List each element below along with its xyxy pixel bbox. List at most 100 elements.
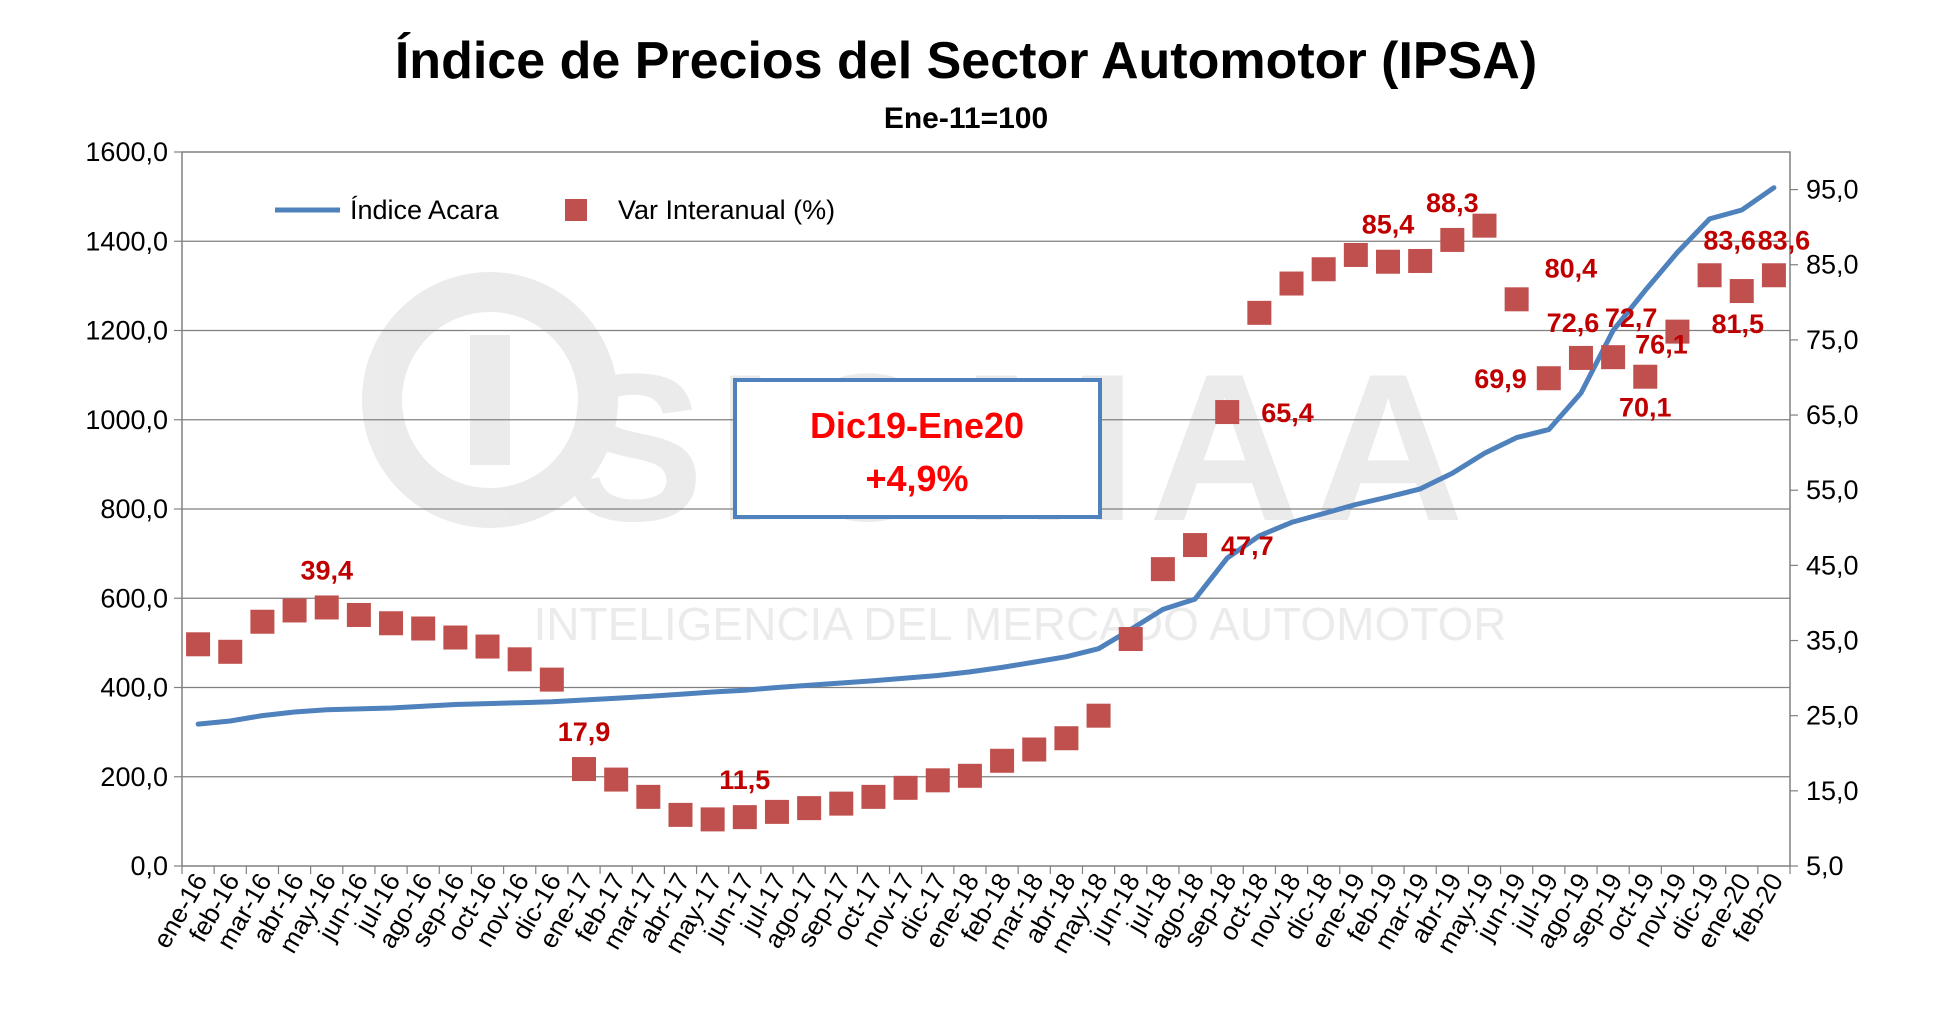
watermark-tagline: INTELIGENCIA DEL MERCADO AUTOMOTOR — [534, 598, 1507, 650]
var-interanual-marker — [1472, 213, 1497, 238]
var-interanual-marker — [1376, 249, 1400, 274]
var-interanual-marker — [1118, 627, 1143, 652]
right-tick-label: 5,0 — [1806, 851, 1844, 881]
data-label: 72,7 — [1605, 303, 1658, 333]
legend-item-var-interanual: Var Interanual (%) — [618, 195, 835, 225]
var-interanual-marker — [539, 667, 564, 692]
var-interanual-marker — [604, 767, 629, 792]
var-interanual-marker — [957, 763, 982, 788]
data-label: 65,4 — [1261, 398, 1314, 428]
data-label: 69,9 — [1474, 364, 1527, 394]
var-interanual-marker — [1536, 366, 1561, 391]
var-interanual-marker — [379, 611, 404, 636]
var-interanual-marker — [700, 807, 725, 832]
var-interanual-marker — [443, 625, 468, 650]
legend: Índice Acara Var Interanual (%) — [275, 195, 835, 225]
data-label: 83,6 — [1703, 225, 1756, 255]
var-interanual-marker — [1311, 257, 1336, 282]
right-tick-label: 35,0 — [1806, 626, 1859, 656]
var-interanual-marker — [1183, 533, 1208, 558]
var-interanual-marker — [1279, 271, 1304, 296]
left-tick-label: 200,0 — [100, 762, 168, 792]
var-interanual-marker — [1665, 319, 1690, 344]
data-labels: 39,4 17,9 11,5 47,7 65,4 85,4 88,3 80,4 69,9 72,6… — [300, 188, 1810, 795]
var-interanual-marker — [1601, 345, 1626, 370]
var-interanual-marker — [636, 784, 661, 809]
var-interanual-marker — [475, 634, 500, 659]
var-interanual-marker — [346, 602, 371, 627]
var-interanual-marker — [1729, 279, 1754, 304]
var-interanual-marker — [1633, 364, 1658, 389]
series-markers-var-interanual — [186, 213, 1786, 832]
annotation-period: Dic19-Ene20 — [810, 405, 1024, 446]
annotation-change: +4,9% — [865, 458, 968, 499]
var-interanual-marker — [186, 632, 211, 657]
var-interanual-marker — [668, 802, 693, 827]
var-interanual-marker — [893, 775, 918, 800]
right-axis: 5,0 15,0 25,0 35,0 45,0 55,0 65,0 75,0 85,0 95,0 — [1790, 175, 1859, 881]
data-label: 80,4 — [1545, 253, 1598, 283]
right-tick-label: 55,0 — [1806, 475, 1859, 505]
left-tick-label: 400,0 — [100, 673, 168, 703]
var-interanual-marker — [1247, 300, 1272, 325]
data-label: 76,1 — [1635, 330, 1688, 360]
left-tick-label: 600,0 — [100, 583, 168, 613]
left-tick-label: 1600,0 — [85, 137, 168, 167]
var-interanual-marker — [411, 616, 436, 641]
var-interanual-marker — [829, 791, 854, 816]
var-interanual-marker — [282, 598, 307, 623]
series-line-indice-acara — [195, 185, 1777, 727]
data-label: 81,5 — [1711, 309, 1764, 339]
data-label: 39,4 — [300, 555, 353, 585]
data-label: 83,6 — [1758, 225, 1811, 255]
var-interanual-marker — [218, 639, 243, 664]
chart-title: Índice de Precios del Sector Automotor (… — [395, 32, 1537, 90]
var-interanual-marker — [250, 609, 275, 634]
var-interanual-marker — [314, 595, 339, 620]
legend-marker-swatch — [565, 199, 587, 221]
var-interanual-marker — [1054, 726, 1079, 751]
annotation-box: Dic19-Ene20 +4,9% — [733, 378, 1102, 519]
right-tick-label: 85,0 — [1806, 250, 1859, 280]
var-interanual-marker — [1086, 703, 1111, 728]
var-interanual-marker — [861, 784, 886, 809]
var-interanual-marker — [797, 796, 822, 821]
data-label: 17,9 — [558, 717, 611, 747]
var-interanual-marker — [1022, 737, 1047, 762]
var-interanual-marker — [1440, 227, 1465, 252]
var-interanual-marker — [925, 768, 950, 793]
right-tick-label: 95,0 — [1806, 175, 1859, 205]
right-tick-label: 45,0 — [1806, 550, 1859, 580]
legend-item-indice-acara: Índice Acara — [350, 195, 500, 225]
var-interanual-marker — [990, 748, 1015, 773]
left-tick-label: 1200,0 — [85, 316, 168, 346]
var-interanual-marker — [1215, 400, 1240, 425]
var-interanual-marker — [1504, 287, 1529, 312]
var-interanual-marker — [507, 647, 532, 672]
left-tick-label: 1000,0 — [85, 405, 168, 435]
var-interanual-marker — [764, 799, 789, 824]
right-tick-label: 15,0 — [1806, 776, 1859, 806]
data-label: 11,5 — [719, 765, 770, 795]
left-tick-label: 800,0 — [100, 494, 168, 524]
data-label: 70,1 — [1619, 393, 1672, 423]
gridlines — [182, 240, 1790, 778]
right-tick-label: 65,0 — [1806, 400, 1859, 430]
var-interanual-marker — [1761, 263, 1786, 288]
right-tick-label: 75,0 — [1806, 325, 1859, 355]
chart-subtitle: Ene-11=100 — [884, 102, 1048, 135]
data-label: 72,6 — [1547, 308, 1600, 338]
left-axis: 0,0 200,0 400,0 600,0 800,0 1000,0 1200,0 1400,… — [85, 137, 182, 881]
data-label: 88,3 — [1426, 188, 1479, 218]
left-tick-label: 0,0 — [130, 851, 168, 881]
var-interanual-marker — [572, 757, 596, 782]
var-interanual-marker — [1408, 248, 1433, 273]
x-axis: ene-16feb-16mar-16abr-16may-16jun-16jul-… — [147, 866, 1791, 958]
var-interanual-marker — [1150, 557, 1175, 582]
right-tick-label: 25,0 — [1806, 701, 1859, 731]
var-interanual-marker — [1568, 345, 1593, 370]
data-label: 47,7 — [1221, 531, 1274, 561]
left-tick-label: 1400,0 — [85, 226, 168, 256]
var-interanual-marker — [1343, 242, 1368, 267]
